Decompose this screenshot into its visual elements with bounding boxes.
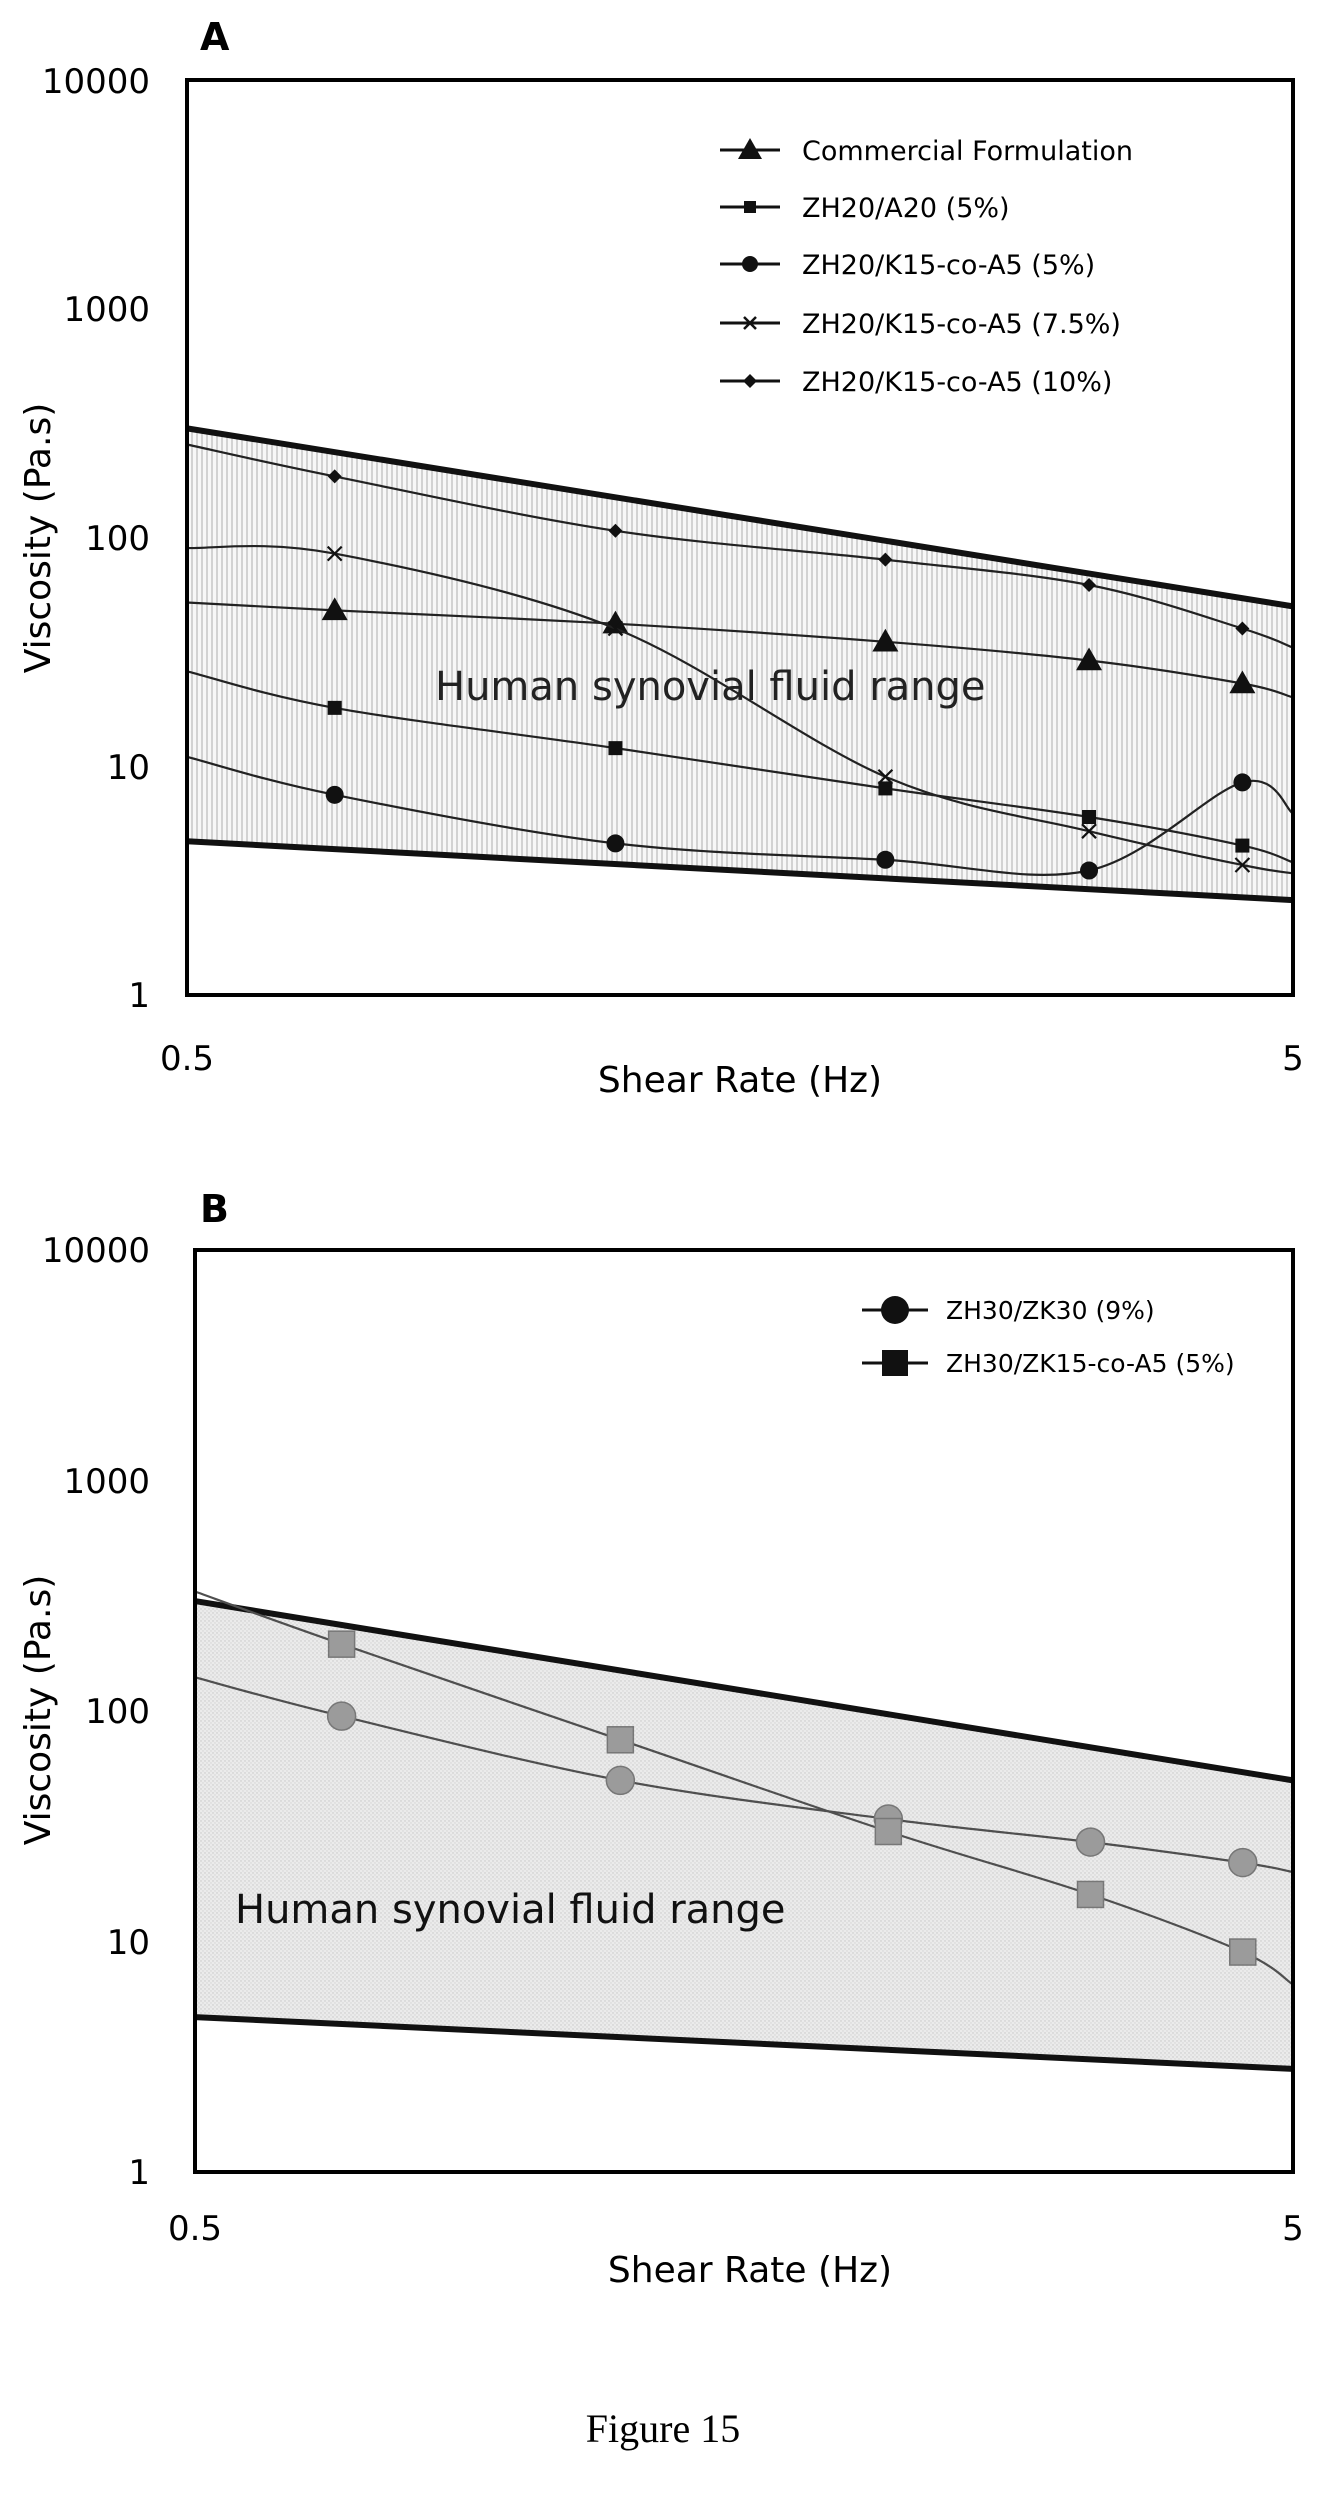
panel-a-legend-label-zh20-a20: ZH20/A20 (5%) <box>802 193 1010 224</box>
square-icon <box>882 1350 908 1376</box>
panel-a-series-1-point-4 <box>1076 647 1103 671</box>
panel-b-range-lower-line <box>194 2014 1294 2072</box>
panel-b-legend-item-zh30-zk30: ZH30/ZK30 (9%) <box>862 1296 1155 1325</box>
panel-a-legend-label-zh20-k15-5: ZH20/K15-co-A5 (5%) <box>802 250 1095 281</box>
panel-a-series-4-point-4 <box>1081 823 1097 839</box>
panel-b-series-1-point-1 <box>326 1701 357 1731</box>
panel-a-y-tick-10000: 10000 <box>42 62 150 102</box>
panel-b-range-band <box>195 1601 1293 2069</box>
panel-b-range-upper-line <box>194 1598 1294 1784</box>
panel-a-label: A <box>200 15 230 59</box>
panel-a-y-tick-1000: 1000 <box>63 290 150 330</box>
panel-a-series-1-point-2 <box>602 610 629 634</box>
panel-a-legend-label-zh20-k15-7.5: ZH20/K15-co-A5 (7.5%) <box>802 309 1121 340</box>
panel-a-series-3-point-4 <box>1080 861 1099 880</box>
panel-a-legend-label-commercial: Commercial Formulation <box>802 136 1133 167</box>
panel-a-series-5-point-5 <box>1235 621 1250 636</box>
panel-a-range-upper-line <box>186 425 1294 610</box>
panel-a-range-lower-line <box>186 838 1294 904</box>
panel-b-legend-label-zh30-zk30: ZH30/ZK30 (9%) <box>946 1296 1155 1325</box>
panel-a-legend-item-zh20-k15-7.5: ZH20/K15-co-A5 (7.5%) <box>720 309 1121 340</box>
panel-a-band-label: Human synovial fluid range <box>435 664 986 710</box>
panel-b-series-1-point-2 <box>605 1765 636 1796</box>
panel-a-x-tick-5: 5 <box>1282 1039 1304 1079</box>
panel-b-y-tick-10: 10 <box>107 1923 150 1963</box>
circle-icon <box>742 256 758 272</box>
panel-a-series-2-point-2 <box>608 741 623 756</box>
panel-b-y-tick-10000: 10000 <box>42 1231 150 1271</box>
panel-a-y-axis-label: Viscosity (Pa.s) <box>18 403 59 673</box>
panel-b-y-tick-1: 1 <box>128 2153 150 2193</box>
panel-b-series-2-point-2 <box>606 1726 635 1754</box>
circle-icon <box>881 1296 909 1324</box>
panel-a-legend-item-commercial: Commercial Formulation <box>720 136 1133 167</box>
panel-a-series-4-line <box>186 544 1294 875</box>
panel-a-series-1-point-1 <box>321 597 348 621</box>
figure-caption: Figure 15 <box>585 2406 741 2451</box>
panel-b-band-label: Human synovial fluid range <box>235 1887 786 1933</box>
panel-a-series-2-point-4 <box>1082 809 1097 824</box>
panel-a-legend-item-zh20-a20: ZH20/A20 (5%) <box>720 193 1010 224</box>
panel-a-series-3-point-5 <box>1233 773 1252 792</box>
panel-a-series-5-point-4 <box>1082 577 1097 592</box>
panel-b-x-axis-label: Shear Rate (Hz) <box>608 2250 892 2291</box>
panel-a-series-2-point-3 <box>878 781 893 796</box>
panel-b-series-2-point-1 <box>327 1630 356 1658</box>
panel-a-y-tick-10: 10 <box>107 748 150 788</box>
panel-a-range-band <box>187 428 1293 901</box>
panel-a-plot-frame <box>185 78 1295 997</box>
panel-b-legend-item-zh30-zk15: ZH30/ZK15-co-A5 (5%) <box>862 1349 1235 1378</box>
panel-a-series-4-point-3 <box>877 768 894 785</box>
panel-a-series-5-point-1 <box>327 469 342 484</box>
panel-b-series-2-point-3 <box>874 1817 903 1846</box>
square-icon <box>744 201 756 213</box>
panel-b: B Human synovial fluid range 1 10 100 10… <box>18 1187 1304 2291</box>
panel-a-series-5-point-2 <box>608 523 623 538</box>
panel-b-y-tick-1000: 1000 <box>63 1462 150 1502</box>
panel-a-series-layer <box>186 443 1294 880</box>
panel-b-label: B <box>200 1187 229 1231</box>
panel-a-series-5-point-3 <box>878 552 893 567</box>
panel-a-legend: Commercial Formulation ZH20/A20 (5%) ZH2… <box>720 136 1133 398</box>
panel-b-y-axis-label: Viscosity (Pa.s) <box>18 1575 59 1845</box>
panel-a-series-1-point-3 <box>872 628 899 652</box>
panel-a-series-3-point-2 <box>606 834 625 853</box>
panel-a-x-axis-label: Shear Rate (Hz) <box>598 1060 882 1101</box>
panel-a-series-2-point-1 <box>327 700 342 715</box>
panel-a-series-2-point-5 <box>1235 838 1250 853</box>
panel-b-series-2-point-4 <box>1076 1880 1105 1909</box>
panel-b-legend: ZH30/ZK30 (9%) ZH30/ZK15-co-A5 (5%) <box>862 1296 1235 1378</box>
diamond-icon <box>743 374 757 388</box>
panel-b-y-tick-100: 100 <box>85 1692 150 1732</box>
panel-b-series-1-point-4 <box>1075 1827 1106 1857</box>
panel-a-x-tick-0.5: 0.5 <box>160 1039 214 1079</box>
panel-a-series-3-point-1 <box>325 785 344 804</box>
triangle-icon <box>738 138 762 159</box>
panel-a-legend-label-zh20-k15-10: ZH20/K15-co-A5 (10%) <box>802 367 1112 398</box>
panel-b-x-tick-0.5: 0.5 <box>168 2209 222 2249</box>
x-mark-icon <box>743 316 757 330</box>
panel-b-legend-label-zh30-zk15: ZH30/ZK15-co-A5 (5%) <box>946 1349 1235 1378</box>
panel-a-series-4-point-5 <box>1234 857 1251 873</box>
panel-b-x-tick-5: 5 <box>1282 2209 1304 2249</box>
panel-a-series-4-point-2 <box>607 620 624 637</box>
panel-a-y-tick-100: 100 <box>85 519 150 559</box>
panel-b-series-layer <box>194 1590 1294 1986</box>
panel-a-series-4-point-1 <box>326 545 343 562</box>
panel-a: A Human synovial fluid range 1 10 100 10… <box>18 15 1304 1101</box>
panel-b-series-1-point-5 <box>1228 1847 1258 1878</box>
panel-a-y-tick-1: 1 <box>128 976 150 1016</box>
panel-a-series-3-point-3 <box>876 850 895 869</box>
panel-a-legend-item-zh20-k15-10: ZH20/K15-co-A5 (10%) <box>720 367 1112 398</box>
panel-a-series-1-point-5 <box>1229 670 1256 694</box>
panel-a-legend-item-zh20-k15-5: ZH20/K15-co-A5 (5%) <box>720 250 1095 281</box>
panel-b-series-2-point-5 <box>1229 1938 1257 1966</box>
panel-b-plot-frame <box>193 1248 1295 2174</box>
